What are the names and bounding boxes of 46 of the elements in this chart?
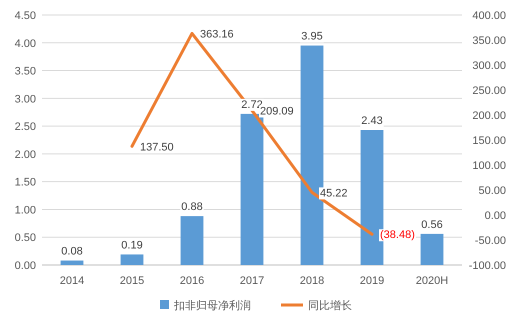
y2-tick-label: 200.00 [472,110,506,122]
x-tick-label: 2018 [300,275,324,287]
bar [240,114,264,265]
y-tick-label: 0.00 [14,260,36,272]
legend-label: 同比增长 [308,299,352,312]
data-label: 0.19 [121,239,143,252]
x-tick-label: 2016 [180,275,204,287]
bar [420,234,444,265]
y2-tick-label: 250.00 [472,85,506,97]
legend-label: 扣非归母净利润 [173,299,251,312]
y2-tick-label: -100.00 [468,260,506,272]
y2-tick-label: 150.00 [472,135,506,147]
x-tick-label: 2017 [240,275,264,287]
y2-tick-label: 300.00 [472,60,506,72]
y2-tick-label: 350.00 [472,35,506,47]
bar [120,254,144,265]
y2-tick-label: 0.00 [484,210,506,222]
bar [60,260,84,265]
data-label: 209.09 [260,105,294,118]
y-tick-label: 4.50 [14,10,36,22]
y2-tick-label: 400.00 [472,10,506,22]
y-tick-label: 1.50 [14,176,36,189]
data-label: 45.22 [320,187,348,200]
x-tick-label: 2014 [60,275,84,287]
data-label: 0.88 [181,201,203,214]
y-tick-label: 1.00 [14,204,36,216]
y-tick-label: 0.50 [14,232,36,244]
x-tick-label: 2020H [416,275,448,287]
y2-tick-label: 100.00 [472,160,506,172]
bar [180,216,204,265]
x-tick-label: 2019 [360,275,384,287]
data-label: 137.50 [140,141,174,154]
data-label: 0.56 [421,218,443,231]
y-tick-label: 3.50 [14,66,36,78]
y-tick-label: 2.50 [14,121,36,134]
y-tick-label: 3.00 [14,93,36,106]
data-label: 2.43 [361,115,383,127]
data-label: 3.95 [301,30,323,43]
y-tick-label: 4.00 [14,38,36,50]
data-label: 0.08 [61,246,83,258]
data-label: (38.48) [380,229,415,242]
y2-tick-label: 50.00 [478,185,506,197]
x-tick-label: 2015 [120,275,144,287]
y2-tick-label: -50.00 [474,235,506,247]
y-tick-label: 2.00 [14,148,36,161]
data-label: 363.16 [200,28,234,40]
